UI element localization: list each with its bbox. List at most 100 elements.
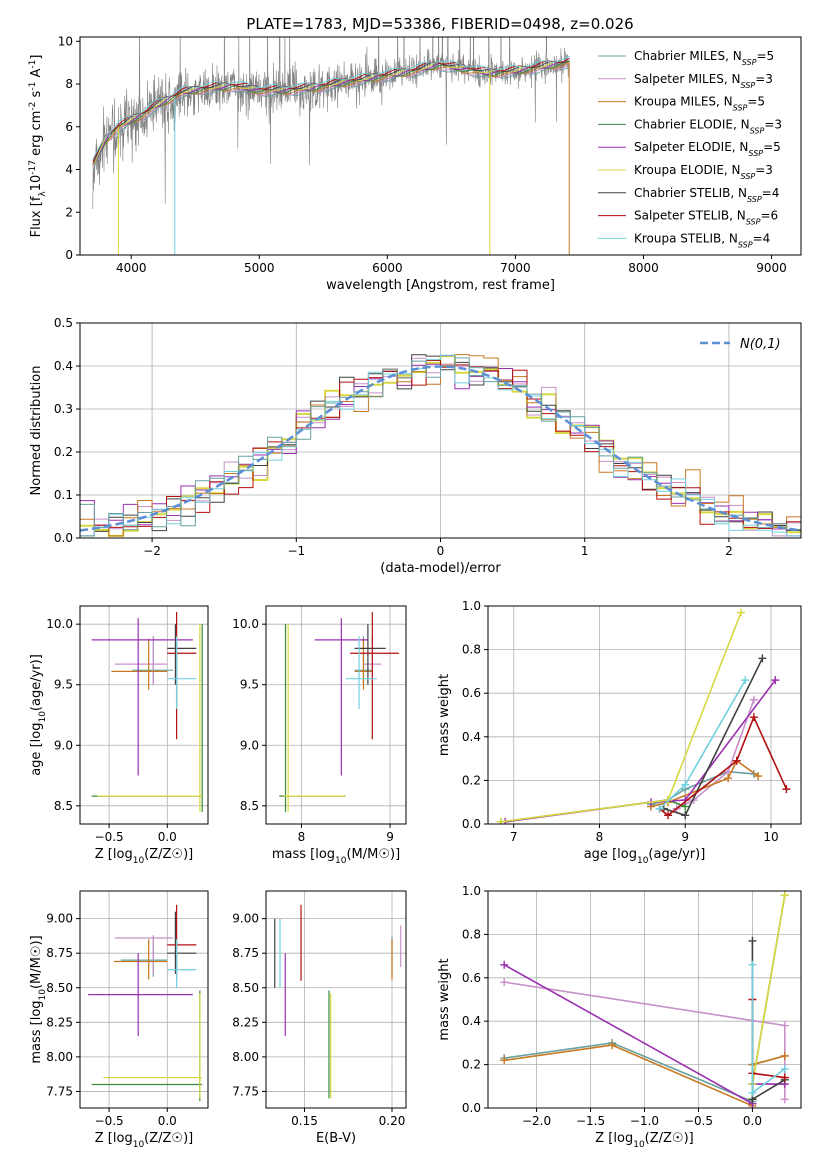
y-axis-label: mass [log10(M/M☉)] [29, 935, 48, 1063]
x-tick-label: 0 [437, 544, 445, 558]
plot-area [279, 612, 399, 812]
legend-normal-label: N(0,1) [740, 337, 781, 352]
x-tick-label: −1.5 [576, 1114, 605, 1128]
y-tick-label: 8.5 [54, 799, 73, 813]
x-axis-label: Z [log10(Z/Z☉)] [95, 847, 193, 866]
legend-label: Chabrier MILES, NSSP=5 [634, 49, 774, 67]
x-tick-label: −1 [287, 544, 305, 558]
legend-label: Salpeter MILES, NSSP=3 [634, 72, 773, 90]
y-tick-label: 10.0 [46, 617, 73, 631]
panel-mass_vs_ebv: 0.15 0.20 7.75 8.00 8.25 8.50 8.75 9.00 E(B-V) [232, 890, 407, 1146]
y-tick-label: 0.1 [54, 488, 73, 502]
x-tick-label: 0.15 [291, 1114, 318, 1128]
legend-value: =3 [755, 72, 773, 86]
y-tick-label: 8.25 [46, 1015, 73, 1029]
y-tick-label: 9.5 [54, 678, 73, 692]
weight-marker-salpeter-miles [749, 695, 758, 704]
label-part: log [29, 1000, 44, 1020]
legend-label: Salpeter STELIB, NSSP=6 [634, 209, 778, 227]
label-part: mass [ [29, 1020, 44, 1063]
legend-value: =5 [756, 49, 774, 63]
weight-marker-kroupa-elodie [736, 608, 745, 617]
weight-marker-kroupa-stelib [681, 780, 690, 789]
legend-name: Kroupa MILES, N [634, 95, 733, 109]
label-part: Z [ [95, 1131, 113, 1146]
label-sub: 10 [633, 1140, 645, 1150]
label-sub: 10 [637, 856, 649, 866]
y-tick-label: 10 [58, 34, 73, 48]
legend-sub: SSP [741, 172, 756, 181]
label-part: erg cm [29, 111, 44, 160]
x-axis-label: age [log10(age/yr)] [584, 847, 706, 866]
y-tick-label: 8.50 [232, 981, 259, 995]
y-tick-label: 0.6 [462, 686, 481, 700]
label-part: (Z/Z☉)] [144, 847, 193, 862]
legend-label: Kroupa ELODIE, NSSP=3 [634, 163, 773, 181]
y-tick-label: 0.6 [462, 971, 481, 985]
weight-marker-salpeter-stelib [732, 756, 741, 765]
y-tick-label: 0.3 [54, 402, 73, 416]
weight-marker-kroupa-miles [500, 1056, 509, 1065]
x-axis-label: wavelength [Angstrom, rest frame] [326, 278, 555, 293]
y-tick-label: 1.0 [462, 884, 481, 898]
weight-marker-salpeter-stelib [749, 713, 758, 722]
legend-label: Kroupa STELIB, NSSP=4 [634, 231, 770, 249]
y-tick-label: 8.25 [232, 1015, 259, 1029]
weight-marker-kroupa-elodie [780, 891, 789, 900]
plot-area [274, 904, 402, 1099]
label-part: Z [ [95, 847, 113, 862]
x-tick-label: 0.0 [743, 1114, 762, 1128]
legend: Chabrier MILES, NSSP=5 Salpeter MILES, NS… [598, 49, 782, 249]
x-tick-label: −1.0 [630, 1114, 659, 1128]
label-part: E(B-V) [316, 1131, 356, 1146]
label-sub: 10 [38, 989, 48, 1001]
label-part: (age/yr)] [648, 847, 705, 862]
y-axis-label: age [log10(age/yr)] [29, 654, 48, 776]
legend-sub: SSP [738, 240, 753, 249]
label-part: 10 [29, 175, 44, 192]
label-part: log [29, 723, 44, 743]
label-part: age [ [584, 847, 617, 862]
weight-marker-chabrier-stelib [758, 654, 767, 663]
weight-marker-salpeter-stelib [782, 785, 791, 794]
y-tick-label: 0.8 [462, 927, 481, 941]
y-tick-label: 9.00 [232, 912, 259, 926]
label-part: (M/M☉)] [29, 935, 44, 989]
legend-name: Chabrier STELIB, N [634, 186, 747, 200]
plot-area [88, 904, 203, 1102]
label-part: log [617, 847, 637, 862]
y-tick-label: 10.0 [232, 617, 259, 631]
label-sup: -1 [28, 60, 38, 69]
y-axis-label: Normed distribution [29, 366, 44, 496]
legend-name: Kroupa ELODIE, N [634, 163, 741, 177]
y-tick-label: 9.0 [54, 738, 73, 752]
label-part: age [ [29, 742, 44, 775]
x-tick-label: 7000 [500, 261, 531, 275]
x-axis-label: mass [log10(M/M☉)] [272, 847, 400, 866]
y-tick-label: 8.50 [46, 981, 73, 995]
x-tick-label: 0.0 [158, 1114, 177, 1128]
y-tick-label: 0.0 [462, 1101, 481, 1115]
y-tick-label: 9.5 [240, 678, 259, 692]
x-tick-label: 5000 [244, 261, 275, 275]
weight-marker-kroupa-miles [754, 772, 763, 781]
x-tick-label: 9000 [756, 261, 787, 275]
panel-spectrum: 4000 5000 6000 7000 8000 9000 0 2 4 6 8 10 wavelengt… [28, 34, 802, 293]
label-sub: 10 [38, 711, 48, 723]
legend-sub: SSP [750, 126, 765, 135]
y-tick-label: 6 [65, 120, 73, 134]
legend-sub: SSP [741, 80, 756, 89]
y-tick-label: 9.0 [240, 738, 259, 752]
weight-marker-kroupa-stelib [655, 804, 664, 813]
x-tick-label: 8000 [628, 261, 659, 275]
y-tick-label: 0.2 [54, 445, 73, 459]
y-tick-label: 0.5 [54, 316, 73, 330]
label-part: mass weight [437, 958, 452, 1040]
weight-marker-salpeter-elodie [500, 960, 509, 969]
axes-frame [487, 890, 802, 1109]
legend-name: Salpeter STELIB, N [634, 209, 746, 223]
y-tick-label: 8.75 [46, 946, 73, 960]
plot-area [92, 37, 570, 255]
plot-area [80, 354, 801, 537]
